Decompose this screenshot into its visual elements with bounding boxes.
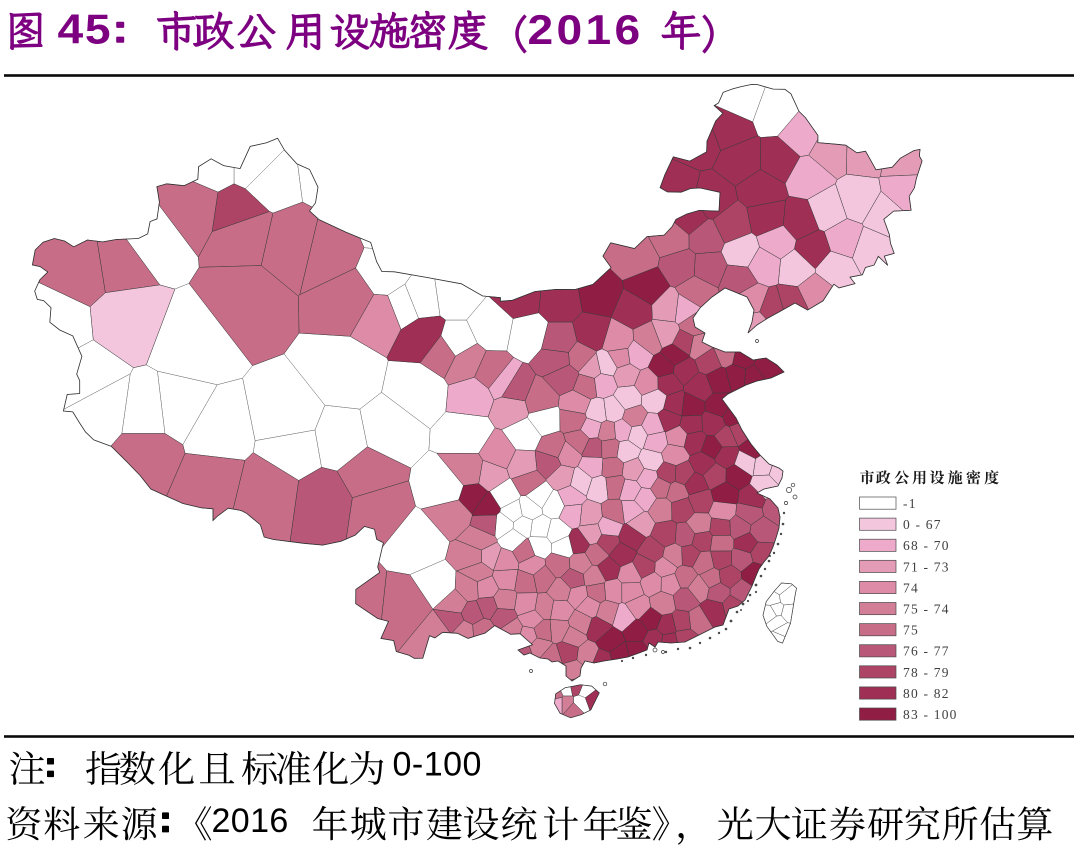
- svg-text:80 - 82: 80 - 82: [903, 686, 950, 701]
- svg-text:71 - 73: 71 - 73: [903, 559, 950, 574]
- svg-text:83 - 100: 83 - 100: [903, 707, 958, 722]
- svg-text:75: 75: [903, 623, 919, 638]
- svg-text:0-100: 0-100: [393, 745, 482, 783]
- svg-text:74: 74: [903, 580, 919, 595]
- svg-text:0 - 67: 0 - 67: [903, 517, 942, 532]
- svg-text:78 - 79: 78 - 79: [903, 665, 950, 680]
- svg-text:-1: -1: [903, 496, 917, 511]
- svg-text:2016: 2016: [212, 802, 289, 840]
- svg-text:45: 45: [58, 6, 113, 53]
- svg-text:2016: 2016: [528, 7, 644, 54]
- svg-text:76 - 77: 76 - 77: [903, 644, 950, 659]
- svg-text:75 - 74: 75 - 74: [903, 602, 950, 617]
- svg-text:68 - 70: 68 - 70: [903, 538, 950, 553]
